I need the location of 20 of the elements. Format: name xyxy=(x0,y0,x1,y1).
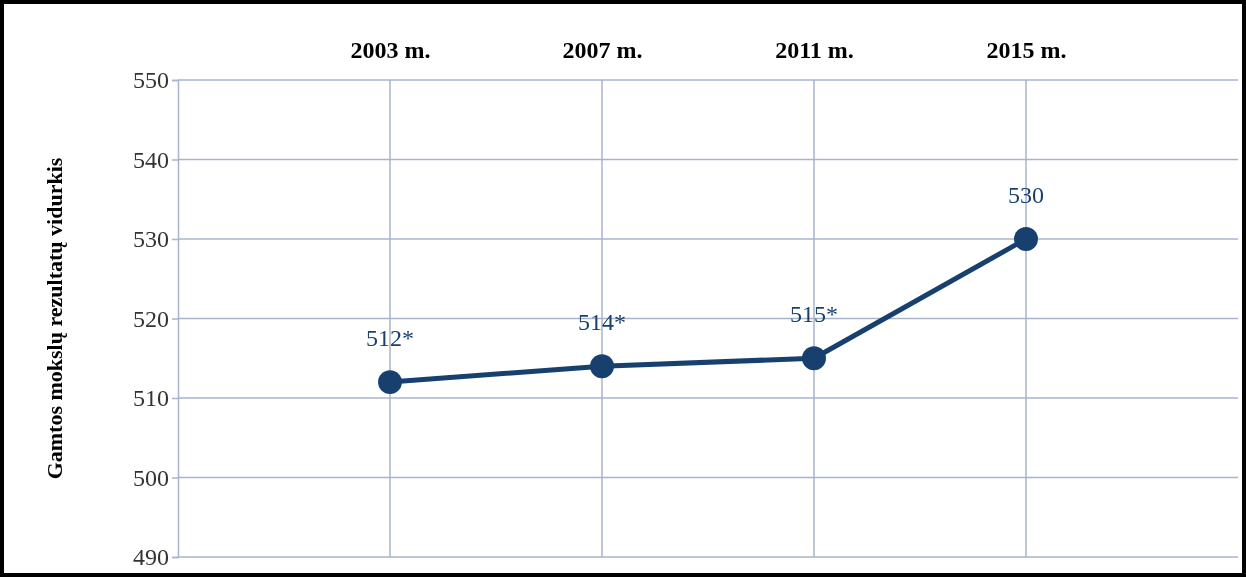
data-label: 514* xyxy=(578,309,626,336)
point xyxy=(590,354,614,379)
y-tick-label: 540 xyxy=(133,146,169,173)
y-tick-label: 490 xyxy=(133,544,169,571)
point xyxy=(1014,227,1038,251)
x-tick-label: 2015 m. xyxy=(986,37,1067,63)
x-tick-label: 2003 m. xyxy=(350,37,431,63)
y-tick-label: 500 xyxy=(133,464,169,491)
point xyxy=(802,346,826,371)
y-tick-label: 550 xyxy=(133,67,169,94)
y-axis-title: Gamtos mokslų rezultatų vidurkis xyxy=(42,157,67,480)
y-tick-label: 530 xyxy=(133,226,169,253)
data-label: 515* xyxy=(790,301,838,328)
y-tick-label: 510 xyxy=(133,385,169,412)
point xyxy=(378,370,402,395)
y-tick-label: 520 xyxy=(133,305,169,332)
x-tick-label: 2011 m. xyxy=(775,37,854,63)
data-label: 530 xyxy=(1008,182,1044,208)
data-label: 512* xyxy=(366,325,414,352)
x-tick-label: 2007 m. xyxy=(562,37,643,63)
